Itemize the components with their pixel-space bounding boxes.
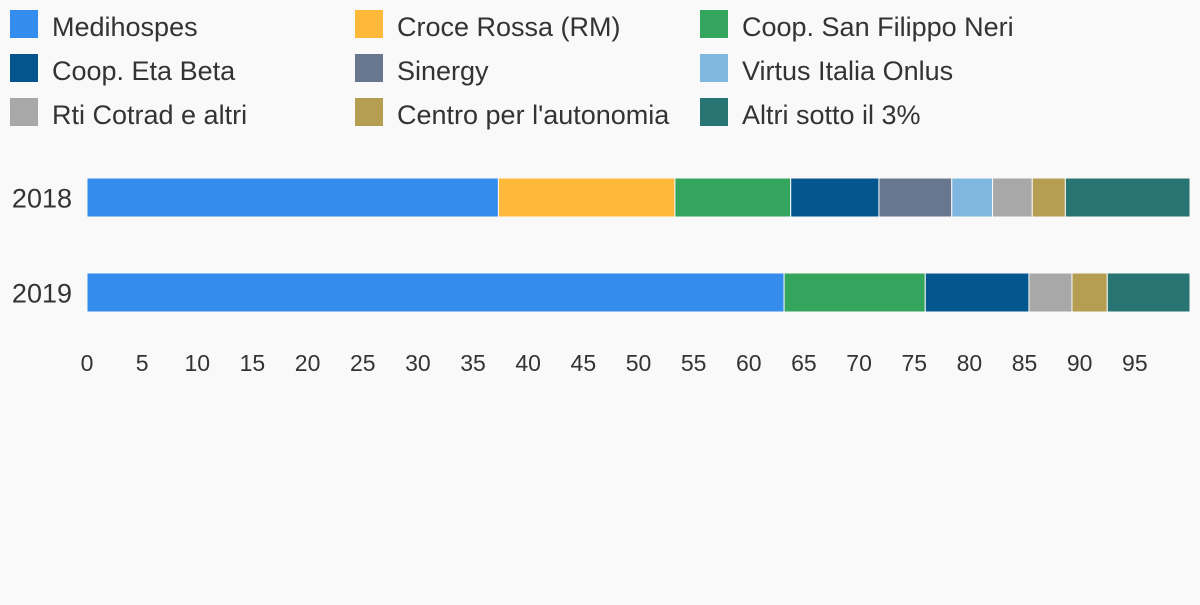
bar-segment xyxy=(878,177,953,218)
legend-swatch xyxy=(355,10,383,38)
bar-segment xyxy=(497,177,676,218)
bar-segment xyxy=(1028,272,1073,313)
x-tick-label: 50 xyxy=(626,350,652,376)
bar-segment xyxy=(951,177,994,218)
bar-segment xyxy=(1106,272,1191,313)
x-tick-label: 10 xyxy=(185,350,211,376)
legend-swatch xyxy=(700,98,728,126)
x-tick-label: 90 xyxy=(1067,350,1093,376)
x-tick-label: 40 xyxy=(515,350,541,376)
legend-label: Medihospes xyxy=(52,12,198,42)
x-tick-label: 35 xyxy=(460,350,486,376)
x-tick-label: 30 xyxy=(405,350,431,376)
x-tick-label: 60 xyxy=(736,350,762,376)
bar-segment xyxy=(86,177,499,218)
x-tick-label: 70 xyxy=(846,350,872,376)
bar-segment xyxy=(674,177,792,218)
legend-label: Coop. San Filippo Neri xyxy=(742,12,1014,42)
bar-segment xyxy=(783,272,926,313)
bar-segment xyxy=(1031,177,1066,218)
bar-segment xyxy=(992,177,1033,218)
x-tick-label: 0 xyxy=(81,350,94,376)
bar-segment xyxy=(1071,272,1108,313)
legend-label: Virtus Italia Onlus xyxy=(742,56,953,86)
legend-swatch xyxy=(355,98,383,126)
legend-label: Coop. Eta Beta xyxy=(52,56,236,86)
legend-label: Altri sotto il 3% xyxy=(742,100,921,130)
legend-swatch xyxy=(355,54,383,82)
x-tick-label: 45 xyxy=(571,350,597,376)
x-tick-label: 55 xyxy=(681,350,707,376)
x-tick-label: 65 xyxy=(791,350,817,376)
x-tick-label: 80 xyxy=(957,350,983,376)
category-label: 2018 xyxy=(12,184,72,214)
bar-segment xyxy=(1064,177,1191,218)
x-tick-label: 20 xyxy=(295,350,321,376)
x-tick-label: 95 xyxy=(1122,350,1148,376)
x-tick-label: 5 xyxy=(136,350,149,376)
x-tick-label: 85 xyxy=(1012,350,1038,376)
bar-segment xyxy=(924,272,1030,313)
x-tick-label: 15 xyxy=(240,350,266,376)
legend-label: Croce Rossa (RM) xyxy=(397,12,621,42)
legend-swatch xyxy=(10,10,38,38)
x-tick-label: 75 xyxy=(901,350,927,376)
legend-swatch xyxy=(700,54,728,82)
legend-label: Sinergy xyxy=(397,56,489,86)
legend-label: Centro per l'autonomia xyxy=(397,100,670,130)
legend-swatch xyxy=(10,54,38,82)
legend-swatch xyxy=(700,10,728,38)
category-label: 2019 xyxy=(12,279,72,309)
legend-swatch xyxy=(10,98,38,126)
bar-segment xyxy=(790,177,880,218)
x-tick-label: 25 xyxy=(350,350,376,376)
bar-segment xyxy=(86,272,785,313)
legend-label: Rti Cotrad e altri xyxy=(52,100,247,130)
